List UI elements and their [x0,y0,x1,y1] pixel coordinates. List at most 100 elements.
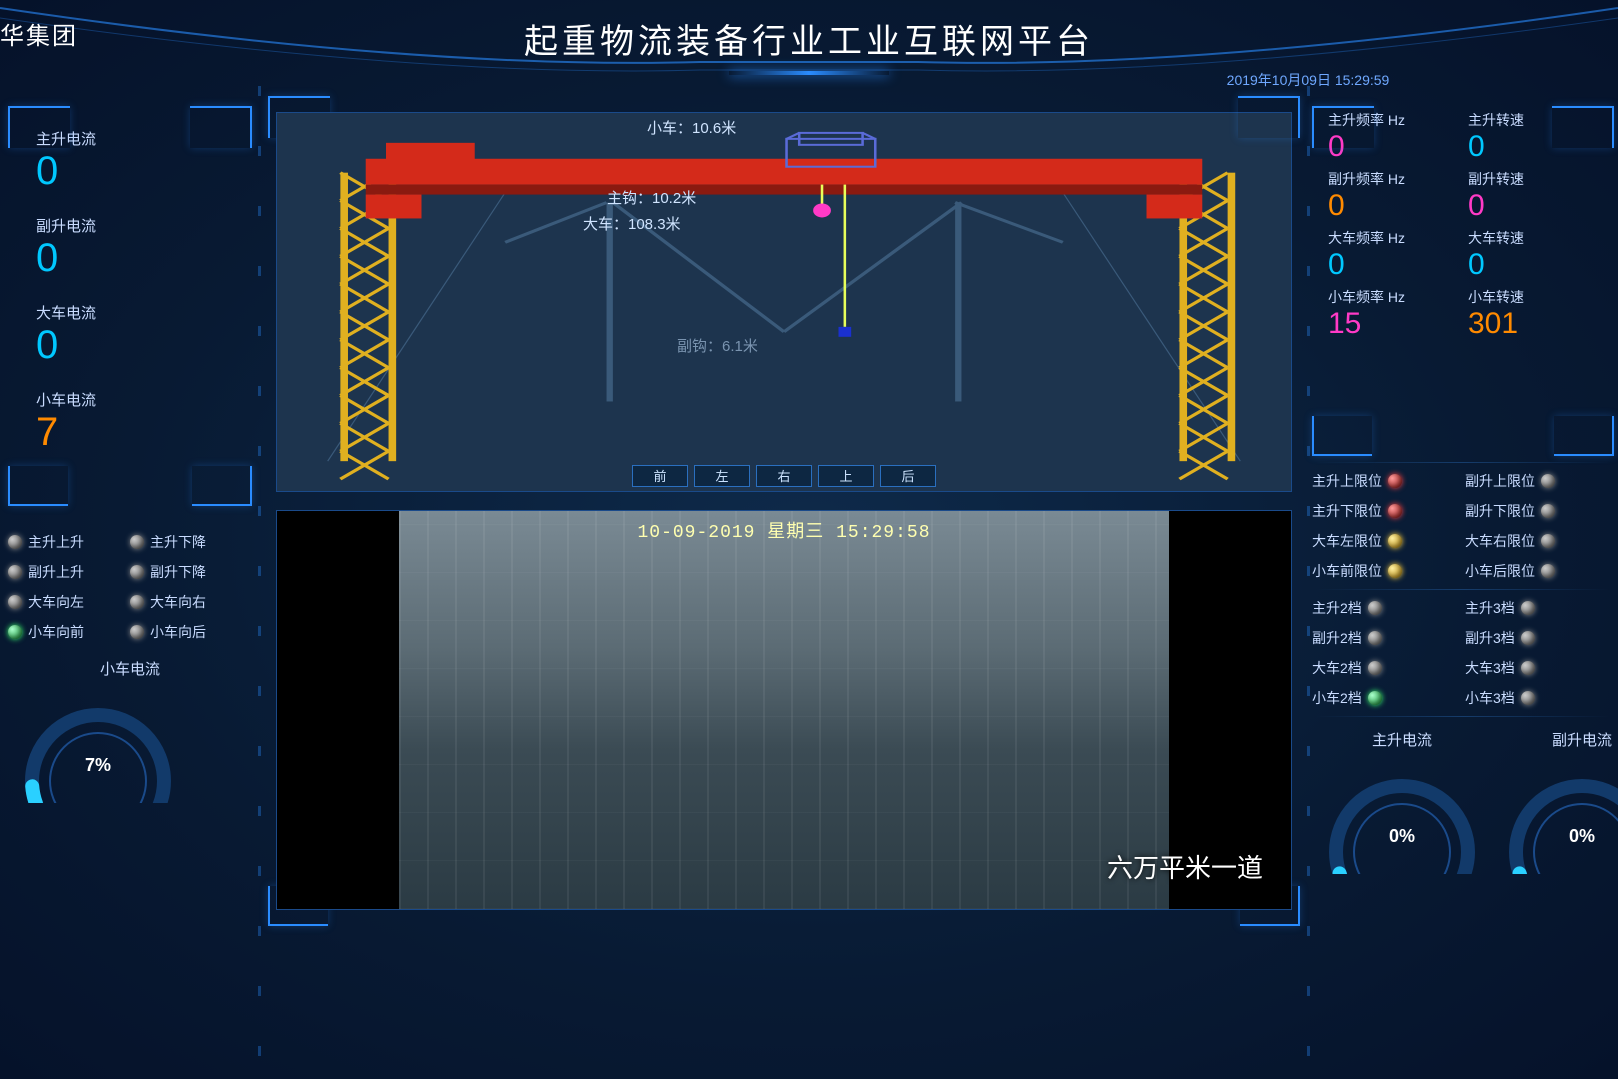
crane-3d-viewport[interactable]: 小车：10.6米 主钩：10.2米 大车：108.3米 副钩：6.1米 前左右上… [276,112,1292,492]
led-icon [130,565,144,579]
left-metric-2: 大车电流0 [36,302,244,365]
indicator-label: 副升下限位 [1465,501,1535,521]
indicator-label: 主升上升 [28,532,84,552]
led-icon [8,595,22,609]
indicator-label: 主升3档 [1465,598,1515,618]
right-metric-6-value: 15 [1328,307,1458,340]
left-gauge: 7% [8,683,188,803]
left-indicators-item-1: 主升下降 [130,532,252,552]
right-gears-item-7: 小车3档 [1465,688,1614,708]
right-gears-item-1: 主升3档 [1465,598,1614,618]
indicator-label: 副升3档 [1465,628,1515,648]
right-gauge-2: 0% [1492,754,1618,874]
view-control-上[interactable]: 上 [818,465,874,487]
right-gears-item-0: 主升2档 [1312,598,1461,618]
right-gears-item-5: 大车3档 [1465,658,1614,678]
led-icon [1368,631,1382,645]
led-icon [1521,601,1535,615]
header: 华集团 起重物流装备行业工业互联网平台 2019年10月09日 15:29:59 [0,0,1618,86]
led-icon [1521,691,1535,705]
indicator-label: 主升下降 [150,532,206,552]
overlay-aux-hook: 副钩：6.1米 [677,335,758,356]
left-metric-1-label: 副升电流 [36,215,244,236]
overlay-bridge: 大车：108.3米 [583,213,681,234]
camera-image-placeholder [399,511,1170,909]
left-panel: 主升电流0副升电流0大车电流0小车电流7 主升上升主升下降副升上升副升下降大车向… [0,86,260,1079]
led-icon [1388,474,1402,488]
left-metric-1-value: 0 [36,238,244,278]
left-metric-1: 副升电流0 [36,215,244,278]
right-metric-1: 主升转速0 [1468,110,1598,163]
left-metric-3-value: 7 [36,412,244,452]
indicator-label: 大车左限位 [1312,531,1382,551]
led-icon [1541,474,1555,488]
led-icon [1541,564,1555,578]
led-icon [130,595,144,609]
right-panel: 主升频率 Hz0主升转速0副升频率 Hz0副升转速0大车频率 Hz0大车转速0小… [1308,86,1618,1079]
right-limits-item-7: 小车后限位 [1465,561,1614,581]
indicator-label: 主升2档 [1312,598,1362,618]
right-ticks [1307,86,1310,1079]
right-metric-2-value: 0 [1328,189,1458,222]
indicator-label: 小车3档 [1465,688,1515,708]
left-gauge-block: 小车电流 7% [8,658,252,803]
right-metric-3: 副升转速0 [1468,169,1598,222]
indicator-label: 小车2档 [1312,688,1362,708]
indicator-label: 大车3档 [1465,658,1515,678]
indicator-label: 大车向左 [28,592,84,612]
right-limits-item-2: 主升下限位 [1312,501,1461,521]
right-metric-4-label: 大车频率 Hz [1328,228,1458,248]
right-limits-item-4: 大车左限位 [1312,531,1461,551]
indicator-label: 小车向后 [150,622,206,642]
led-icon [1368,601,1382,615]
left-metric-0: 主升电流0 [36,128,244,191]
led-icon [1541,534,1555,548]
right-gears-item-4: 大车2档 [1312,658,1461,678]
indicator-label: 小车前限位 [1312,561,1382,581]
overlay-trolley: 小车：10.6米 [647,117,736,138]
left-indicators-item-0: 主升上升 [8,532,130,552]
right-gears-item-2: 副升2档 [1312,628,1461,648]
indicator-label: 大车2档 [1312,658,1362,678]
left-indicators-item-6: 小车向前 [8,622,130,642]
led-icon [130,535,144,549]
crane-svg [277,113,1291,491]
left-indicators-item-3: 副升下降 [130,562,252,582]
right-limits-item-3: 副升下限位 [1465,501,1614,521]
right-metric-4-value: 0 [1328,248,1458,281]
camera-feed[interactable]: 10-09-2019 星期三 15:29:58 六万平米一道 [276,510,1292,910]
right-metric-1-label: 主升转速 [1468,110,1598,130]
indicator-label: 副升上升 [28,562,84,582]
right-gears-item-3: 副升3档 [1465,628,1614,648]
left-metric-2-value: 0 [36,325,244,365]
right-metric-5-value: 0 [1468,248,1598,281]
indicator-label: 小车向前 [28,622,84,642]
led-icon [1388,534,1402,548]
indicator-label: 主升上限位 [1312,471,1382,491]
led-icon [1368,661,1382,675]
view-control-后[interactable]: 后 [880,465,936,487]
right-metric-1-value: 0 [1468,130,1598,163]
left-indicators-item-2: 副升上升 [8,562,130,582]
indicator-label: 副升2档 [1312,628,1362,648]
left-metric-3-label: 小车电流 [36,389,244,410]
right-metrics: 主升频率 Hz0主升转速0副升频率 Hz0副升转速0大车频率 Hz0大车转速0小… [1328,110,1598,340]
led-icon [8,535,22,549]
view-control-右[interactable]: 右 [756,465,812,487]
right-limits-item-5: 大车右限位 [1465,531,1614,551]
left-gauge-pct: 7% [8,755,188,776]
left-gauge-title: 小车电流 [8,658,252,679]
right-gauge-2-title: 副升电流 [1492,729,1618,750]
right-gears-item-6: 小车2档 [1312,688,1461,708]
led-icon [1521,661,1535,675]
view-control-前[interactable]: 前 [632,465,688,487]
view-control-左[interactable]: 左 [694,465,750,487]
right-metric-4: 大车频率 Hz0 [1328,228,1458,281]
right-metric-7: 小车转速301 [1468,287,1598,340]
left-indicators: 主升上升 主升下降副升上升 副升下降大车向左 大车向右小车向前 小车向后 [8,532,252,642]
led-icon [8,565,22,579]
led-icon [1541,504,1555,518]
right-metric-0-label: 主升频率 Hz [1328,110,1458,130]
indicator-label: 大车向右 [150,592,206,612]
left-indicators-item-4: 大车向左 [8,592,130,612]
